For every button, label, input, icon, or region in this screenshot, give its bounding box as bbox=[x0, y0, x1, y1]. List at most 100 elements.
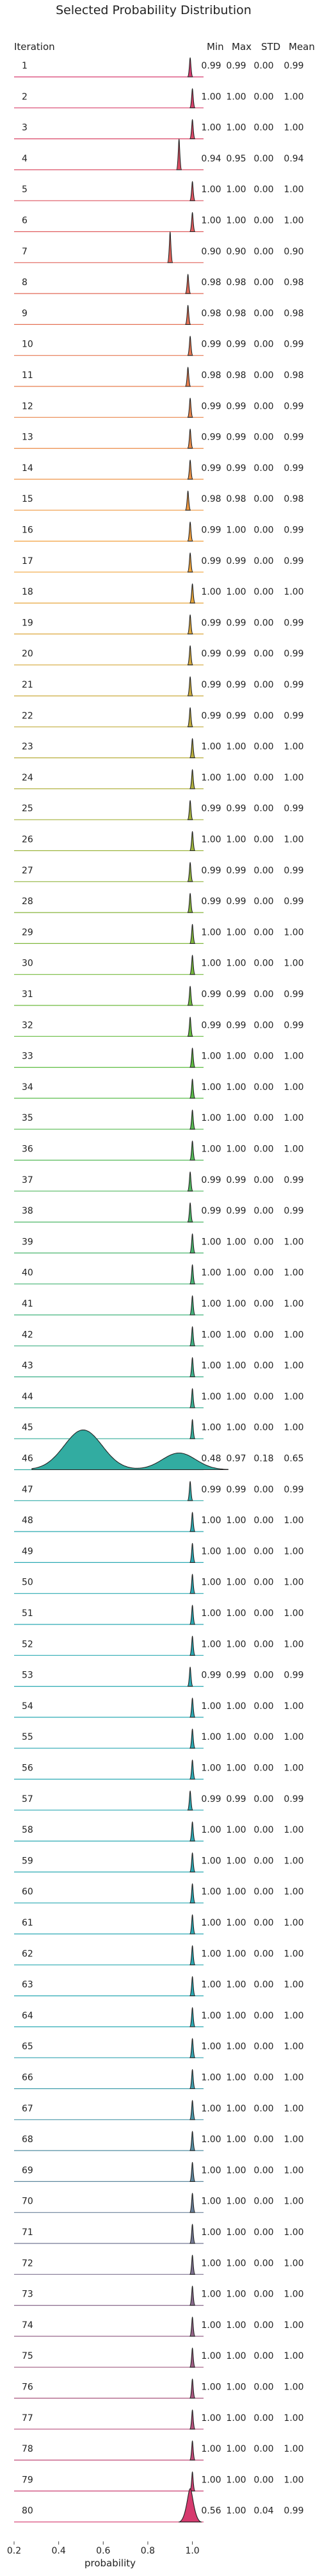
stat-mean: 0.65 bbox=[284, 1454, 303, 1464]
density-ridge bbox=[189, 738, 196, 759]
ridge-row: 38 0.99 0.99 0.00 0.99 bbox=[14, 1202, 304, 1223]
ridge-row: 17 0.99 0.99 0.00 0.99 bbox=[14, 552, 304, 573]
stat-std: 0.00 bbox=[253, 1608, 273, 1619]
ridge-row: 54 1.00 1.00 0.00 1.00 bbox=[14, 1697, 304, 1718]
stat-max: 1.00 bbox=[226, 1608, 246, 1619]
row-label: 29 bbox=[22, 927, 33, 937]
stat-std: 0.00 bbox=[253, 1887, 273, 1897]
stat-min: 1.00 bbox=[201, 2258, 221, 2268]
stat-mean: 1.00 bbox=[284, 835, 303, 845]
ridge-row: 58 1.00 1.00 0.00 1.00 bbox=[14, 1821, 304, 1842]
stat-mean: 1.00 bbox=[284, 742, 303, 752]
stat-std: 0.00 bbox=[253, 2320, 273, 2331]
stat-mean: 1.00 bbox=[284, 2104, 303, 2114]
stat-std: 0.00 bbox=[253, 154, 273, 164]
stat-max: 0.99 bbox=[226, 1671, 246, 1681]
row-label: 37 bbox=[22, 1175, 33, 1185]
stat-mean: 0.99 bbox=[284, 525, 303, 536]
stat-max: 1.00 bbox=[226, 1268, 246, 1278]
density-ridge bbox=[189, 2007, 196, 2027]
stat-std: 0.00 bbox=[253, 1918, 273, 1928]
ridge-row: 59 1.00 1.00 0.00 1.00 bbox=[14, 1852, 304, 1872]
density-ridge bbox=[187, 1016, 193, 1037]
stat-mean: 1.00 bbox=[284, 1856, 303, 1866]
stat-max: 1.00 bbox=[226, 1392, 246, 1402]
stat-max: 0.99 bbox=[226, 804, 246, 814]
ridge-row: 46 0.48 0.97 0.18 0.65 bbox=[14, 1429, 304, 1471]
stat-max: 1.00 bbox=[226, 1330, 246, 1340]
density-ridge bbox=[189, 2038, 196, 2058]
stat-min: 0.99 bbox=[201, 1175, 221, 1185]
stat-header-min: Min bbox=[207, 41, 224, 53]
row-label: 60 bbox=[22, 1887, 33, 1897]
row-label: 45 bbox=[22, 1423, 33, 1433]
row-label: 68 bbox=[22, 2134, 33, 2145]
stat-min: 0.99 bbox=[201, 649, 221, 659]
stat-mean: 0.99 bbox=[284, 433, 303, 443]
stat-std: 0.00 bbox=[253, 401, 273, 411]
density-ridge bbox=[189, 1419, 196, 1439]
row-label: 48 bbox=[22, 1515, 33, 1526]
ridge-row: 72 1.00 1.00 0.00 1.00 bbox=[14, 2254, 304, 2275]
stat-mean: 1.00 bbox=[284, 1299, 303, 1309]
stat-mean: 1.00 bbox=[284, 2475, 303, 2485]
stat-std: 0.00 bbox=[253, 1794, 273, 1804]
stat-min: 1.00 bbox=[201, 587, 221, 597]
stat-max: 0.99 bbox=[226, 1020, 246, 1030]
density-ridge bbox=[189, 1852, 196, 1872]
density-ridge bbox=[189, 1914, 196, 1935]
stat-max: 1.00 bbox=[226, 2475, 246, 2485]
stat-std: 0.00 bbox=[253, 1299, 273, 1309]
stat-mean: 1.00 bbox=[284, 2134, 303, 2145]
density-ridge bbox=[189, 119, 196, 140]
stat-min: 0.99 bbox=[201, 1794, 221, 1804]
stat-mean: 1.00 bbox=[284, 1949, 303, 1959]
stat-mean: 0.98 bbox=[284, 370, 303, 381]
stat-min: 1.00 bbox=[201, 1918, 221, 1928]
stat-max: 1.00 bbox=[226, 2165, 246, 2176]
stat-std: 0.00 bbox=[253, 1423, 273, 1433]
density-ridge bbox=[189, 2131, 196, 2151]
stat-max: 0.99 bbox=[226, 340, 246, 350]
stat-std: 0.00 bbox=[253, 1144, 273, 1155]
stat-max: 1.00 bbox=[226, 1052, 246, 1062]
stat-mean: 0.99 bbox=[284, 401, 303, 411]
stat-min: 0.90 bbox=[201, 247, 221, 257]
row-label: 28 bbox=[22, 896, 33, 907]
stat-std: 0.00 bbox=[253, 1825, 273, 1835]
stat-max: 0.97 bbox=[226, 1454, 246, 1464]
stat-max: 1.00 bbox=[226, 216, 246, 226]
stat-mean: 1.00 bbox=[284, 1237, 303, 1247]
ridge-row: 68 1.00 1.00 0.00 1.00 bbox=[14, 2131, 304, 2151]
stat-mean: 0.99 bbox=[284, 804, 303, 814]
ridge-row: 13 0.99 0.99 0.00 0.99 bbox=[14, 429, 304, 449]
ridge-row: 6 1.00 1.00 0.00 1.00 bbox=[14, 211, 304, 233]
stat-std: 0.00 bbox=[253, 618, 273, 628]
row-label: 58 bbox=[22, 1825, 33, 1835]
stat-mean: 1.00 bbox=[284, 1546, 303, 1556]
stat-std: 0.00 bbox=[253, 247, 273, 257]
stat-std: 0.00 bbox=[253, 1082, 273, 1093]
stat-std: 0.00 bbox=[253, 1856, 273, 1866]
stat-mean: 1.00 bbox=[284, 92, 303, 102]
ridge-row: 28 0.99 0.99 0.00 0.99 bbox=[14, 893, 304, 913]
row-label: 32 bbox=[22, 1020, 33, 1030]
stat-std: 0.00 bbox=[253, 773, 273, 783]
stat-min: 1.00 bbox=[201, 2320, 221, 2331]
stat-mean: 0.99 bbox=[284, 896, 303, 907]
row-label: 5 bbox=[22, 185, 28, 195]
stat-mean: 1.00 bbox=[284, 1361, 303, 1371]
row-label: 50 bbox=[22, 1578, 33, 1588]
row-label: 20 bbox=[22, 649, 33, 659]
stat-min: 1.00 bbox=[201, 2011, 221, 2021]
stat-min: 1.00 bbox=[201, 1701, 221, 1712]
ridge-row: 80 0.56 1.00 0.04 0.99 bbox=[14, 2488, 304, 2523]
stat-mean: 1.00 bbox=[284, 1268, 303, 1278]
row-label: 3 bbox=[22, 123, 28, 133]
density-ridge bbox=[187, 800, 193, 820]
stat-max: 0.99 bbox=[226, 401, 246, 411]
row-label: 56 bbox=[22, 1763, 33, 1774]
ridge-row: 9 0.98 0.98 0.00 0.98 bbox=[14, 304, 304, 325]
stat-std: 0.00 bbox=[253, 433, 273, 443]
stat-max: 1.00 bbox=[226, 2073, 246, 2083]
